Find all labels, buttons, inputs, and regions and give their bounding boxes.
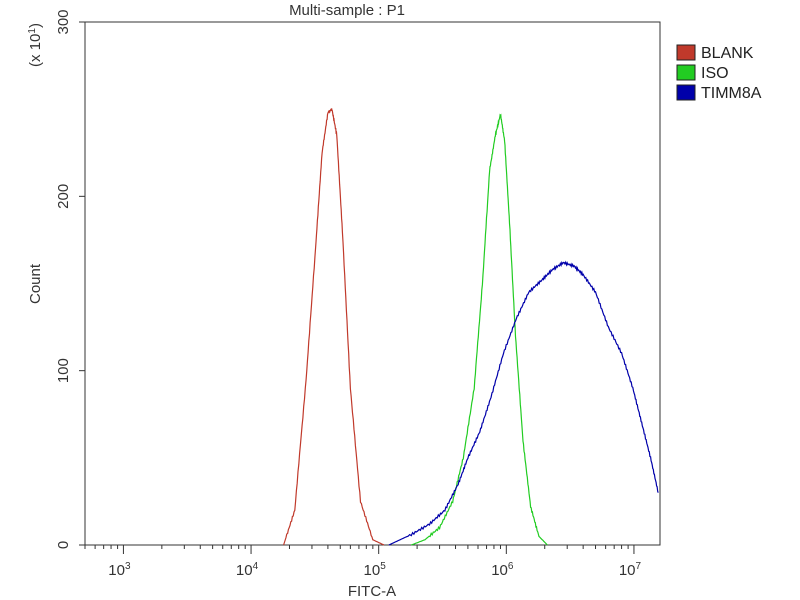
x-tick-exponent: 7 bbox=[636, 561, 642, 572]
series-line-blank bbox=[283, 108, 385, 546]
x-tick-exponent: 3 bbox=[125, 561, 131, 572]
legend: BLANK ISO TIMM8A bbox=[676, 44, 762, 102]
x-tick-base: 10 bbox=[108, 562, 125, 579]
legend-swatch-blank bbox=[676, 44, 696, 61]
x-tick-label: 103 bbox=[108, 561, 131, 579]
y-tick-label: 0 bbox=[55, 541, 72, 549]
series-line-iso bbox=[411, 113, 548, 546]
y-tick-label: 300 bbox=[55, 9, 72, 34]
x-tick-base: 10 bbox=[236, 562, 253, 579]
x-tick-base: 10 bbox=[364, 562, 381, 579]
x-tick-base: 10 bbox=[619, 562, 636, 579]
series-line-timm8a bbox=[388, 260, 659, 546]
x-tick-exponent: 4 bbox=[253, 561, 259, 572]
legend-swatch-iso bbox=[676, 64, 696, 81]
legend-label-blank: BLANK bbox=[701, 45, 754, 62]
x-major-ticks bbox=[122, 545, 635, 554]
x-tick-label: 105 bbox=[364, 561, 387, 579]
y-tick-label: 200 bbox=[55, 184, 72, 209]
x-tick-label: 106 bbox=[491, 561, 514, 579]
legend-label-timm8a: TIMM8A bbox=[701, 85, 762, 102]
x-tick-labels: 103 104 105 106 107 bbox=[108, 561, 641, 579]
series-lines bbox=[283, 108, 659, 546]
y-multiplier-close: ) bbox=[27, 23, 44, 28]
y-multiplier-text: (x 10 bbox=[27, 34, 44, 67]
legend-swatch-timm8a bbox=[676, 84, 696, 101]
y-axis-title: Count bbox=[27, 263, 44, 304]
x-tick-base: 10 bbox=[491, 562, 508, 579]
x-axis-title: FITC-A bbox=[348, 583, 396, 600]
plot-frame bbox=[84, 21, 661, 546]
x-tick-exponent: 5 bbox=[380, 561, 386, 572]
y-multiplier-exponent: 1 bbox=[27, 28, 38, 34]
legend-label-iso: ISO bbox=[701, 65, 729, 82]
y-tick-labels: 0 100 200 300 bbox=[55, 9, 72, 549]
x-tick-exponent: 6 bbox=[508, 561, 514, 572]
x-tick-label: 107 bbox=[619, 561, 642, 579]
y-multiplier-label: (x 101) bbox=[27, 23, 44, 67]
x-tick-label: 104 bbox=[236, 561, 259, 579]
chart-title: Multi-sample : P1 bbox=[289, 2, 405, 19]
x-minor-ticks bbox=[84, 545, 629, 549]
y-tick-label: 100 bbox=[55, 358, 72, 383]
y-ticks bbox=[79, 21, 85, 546]
